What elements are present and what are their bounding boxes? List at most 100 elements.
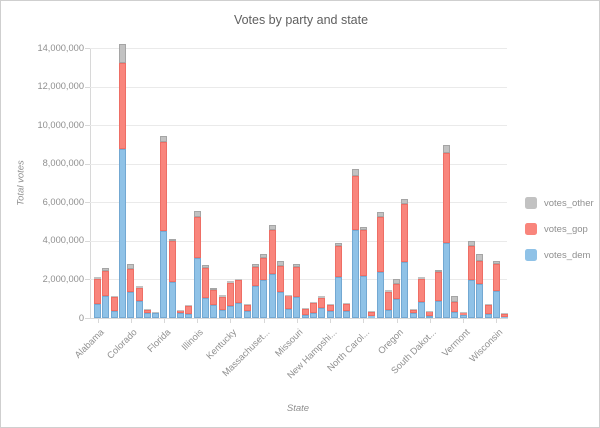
bar-segment-votes_dem[interactable] (235, 302, 243, 318)
bar-segment-votes_dem[interactable] (443, 243, 451, 318)
bar-segment-votes_gop[interactable] (185, 306, 193, 315)
bar-segment-votes_gop[interactable] (276, 266, 284, 292)
bar-segment-votes_other[interactable] (443, 145, 451, 153)
bar-segment-votes_dem[interactable] (243, 311, 251, 318)
bar-segment-votes_dem[interactable] (401, 261, 409, 318)
bar-segment-votes_other[interactable] (451, 296, 459, 303)
bar-segment-votes_dem[interactable] (318, 307, 326, 318)
bar-segment-votes_gop[interactable] (251, 267, 259, 286)
bar-segment-votes_dem[interactable] (484, 314, 492, 318)
bar-segment-votes_dem[interactable] (376, 271, 384, 318)
bar-segment-votes_dem[interactable] (384, 309, 392, 318)
bar-segment-votes_gop[interactable] (434, 271, 442, 302)
bar-segment-votes_dem[interactable] (160, 231, 168, 318)
bar-segment-votes_other[interactable] (94, 277, 101, 279)
bar-segment-votes_other[interactable] (102, 268, 110, 272)
bar-segment-votes_gop[interactable] (143, 309, 151, 314)
bar-segment-votes_dem[interactable] (501, 316, 509, 318)
bar-segment-votes_other[interactable] (293, 263, 301, 267)
bar-segment-votes_dem[interactable] (285, 308, 293, 318)
bar-segment-votes_dem[interactable] (185, 314, 193, 318)
bar-segment-votes_dem[interactable] (310, 312, 318, 318)
bar-segment-votes_gop[interactable] (318, 297, 326, 308)
bar-segment-votes_other[interactable] (484, 304, 492, 305)
bar-segment-votes_other[interactable] (210, 287, 218, 290)
bar-segment-votes_gop[interactable] (210, 289, 218, 306)
bar-segment-votes_gop[interactable] (326, 304, 334, 312)
bar-segment-votes_gop[interactable] (484, 304, 492, 315)
bar-segment-votes_other[interactable] (368, 311, 376, 312)
bar-segment-votes_gop[interactable] (384, 291, 392, 310)
bar-segment-votes_dem[interactable] (193, 258, 201, 318)
bar-segment-votes_other[interactable] (376, 211, 384, 218)
bar-segment-votes_gop[interactable] (418, 279, 426, 302)
bar-segment-votes_other[interactable] (110, 296, 118, 298)
bar-segment-votes_gop[interactable] (334, 245, 342, 277)
bar-segment-votes_gop[interactable] (110, 297, 118, 311)
bar-segment-votes_dem[interactable] (459, 314, 467, 318)
bar-segment-votes_dem[interactable] (476, 284, 484, 318)
bar-segment-votes_gop[interactable] (343, 304, 351, 311)
bar-segment-votes_dem[interactable] (418, 301, 426, 318)
bar-segment-votes_dem[interactable] (368, 316, 376, 318)
bar-segment-votes_gop[interactable] (426, 311, 434, 316)
bar-segment-votes_dem[interactable] (118, 149, 126, 318)
bar-segment-votes_gop[interactable] (260, 258, 268, 280)
bar-segment-votes_other[interactable] (185, 304, 193, 307)
bar-segment-votes_other[interactable] (393, 279, 401, 284)
bar-segment-votes_other[interactable] (276, 261, 284, 267)
bar-segment-votes_dem[interactable] (351, 230, 359, 318)
bar-segment-votes_other[interactable] (476, 254, 484, 261)
bar-segment-votes_dem[interactable] (426, 315, 434, 318)
bar-segment-votes_dem[interactable] (301, 314, 309, 318)
bar-segment-votes_gop[interactable] (235, 280, 243, 303)
bar-segment-votes_other[interactable] (351, 169, 359, 176)
bar-segment-votes_other[interactable] (301, 308, 309, 310)
legend-item-votes_dem[interactable]: votes_dem (525, 249, 594, 261)
bar-segment-votes_dem[interactable] (359, 275, 367, 318)
bar-segment-votes_other[interactable] (459, 311, 467, 313)
bar-segment-votes_other[interactable] (359, 226, 367, 231)
bar-segment-votes_gop[interactable] (193, 217, 201, 259)
bar-segment-votes_dem[interactable] (177, 312, 185, 318)
bar-segment-votes_gop[interactable] (492, 264, 500, 292)
bar-segment-votes_gop[interactable] (268, 230, 276, 275)
bar-segment-votes_other[interactable] (384, 289, 392, 292)
bar-segment-votes_dem[interactable] (102, 295, 110, 318)
bar-segment-votes_gop[interactable] (467, 245, 475, 280)
bar-segment-votes_other[interactable] (467, 241, 475, 246)
bar-segment-votes_gop[interactable] (409, 309, 417, 314)
bar-segment-votes_gop[interactable] (243, 304, 251, 312)
bar-segment-votes_gop[interactable] (301, 309, 309, 315)
bar-segment-votes_other[interactable] (177, 309, 185, 311)
bar-segment-votes_other[interactable] (127, 264, 135, 269)
bar-segment-votes_other[interactable] (243, 303, 251, 305)
bar-segment-votes_dem[interactable] (268, 274, 276, 318)
bar-segment-votes_other[interactable] (193, 211, 201, 217)
bar-segment-votes_other[interactable] (168, 238, 176, 242)
bar-segment-votes_dem[interactable] (127, 292, 135, 318)
bar-segment-votes_other[interactable] (226, 280, 234, 283)
bar-segment-votes_other[interactable] (310, 301, 318, 303)
bar-segment-votes_dem[interactable] (135, 300, 143, 318)
bar-segment-votes_gop[interactable] (293, 266, 301, 298)
bar-segment-votes_gop[interactable] (102, 271, 110, 296)
bar-segment-votes_gop[interactable] (476, 260, 484, 285)
bar-segment-votes_other[interactable] (401, 199, 409, 205)
bar-segment-votes_gop[interactable] (118, 62, 126, 150)
bar-segment-votes_gop[interactable] (94, 278, 101, 304)
bar-segment-votes_dem[interactable] (492, 291, 500, 318)
bar-segment-votes_dem[interactable] (343, 310, 351, 318)
bar-segment-votes_dem[interactable] (326, 311, 334, 318)
bar-segment-votes_dem[interactable] (210, 305, 218, 318)
bar-segment-votes_dem[interactable] (434, 301, 442, 318)
bar-segment-votes_other[interactable] (418, 277, 426, 280)
bar-segment-votes_gop[interactable] (218, 296, 226, 310)
bar-segment-votes_dem[interactable] (94, 303, 101, 318)
bar-segment-votes_gop[interactable] (160, 142, 168, 232)
bar-segment-votes_gop[interactable] (168, 241, 176, 282)
bar-segment-votes_gop[interactable] (393, 283, 401, 299)
bar-segment-votes_dem[interactable] (276, 291, 284, 318)
bar-segment-votes_gop[interactable] (443, 152, 451, 244)
bar-segment-votes_dem[interactable] (260, 279, 268, 318)
